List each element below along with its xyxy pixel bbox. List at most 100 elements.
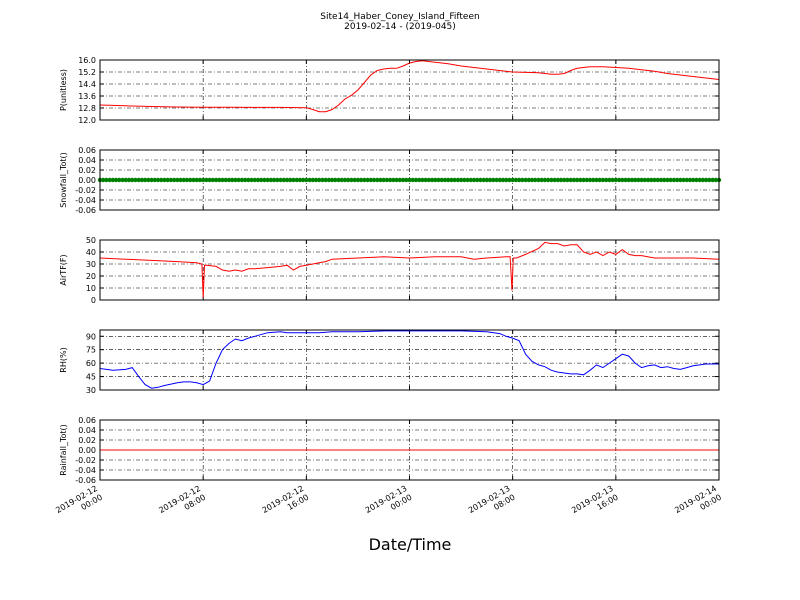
data-point (130, 177, 135, 183)
data-point (178, 177, 183, 183)
data-point (639, 177, 644, 183)
y-tick-label: 0.02 (78, 166, 96, 175)
y-tick-label: 15.2 (78, 68, 96, 77)
data-point (436, 177, 441, 183)
data-point (217, 177, 222, 183)
data-point (536, 177, 541, 183)
data-point (339, 177, 344, 183)
data-point (333, 177, 338, 183)
panel-3: 0 10 20 30 40 50 AirTF(F) (59, 236, 720, 305)
data-point (300, 177, 306, 183)
data-point (633, 177, 638, 183)
data-point (707, 177, 712, 183)
data-point (658, 177, 664, 183)
data-point (388, 177, 393, 183)
panel-frame (99, 329, 720, 391)
y-tick-label: 0.04 (78, 156, 96, 165)
data-point (555, 177, 560, 183)
data-point (687, 177, 693, 183)
data-point (375, 177, 380, 183)
data-point (201, 177, 206, 183)
data-point (516, 177, 522, 183)
data-point (613, 177, 618, 183)
data-point (600, 177, 606, 183)
data-point (504, 177, 509, 183)
data-point (652, 177, 657, 183)
data-point (565, 177, 570, 183)
data-point (529, 177, 535, 183)
panel-1: 12.0 12.8 13.6 14.4 15.2 16.0 P(unitless) (59, 56, 720, 125)
data-point (420, 177, 425, 183)
data-point (455, 177, 461, 183)
data-point (172, 177, 177, 183)
x-axis-label: Date/Time (369, 535, 452, 554)
y-tick-label: 40 (86, 248, 96, 257)
y-tick-label: 0.06 (78, 416, 96, 425)
data-point (604, 177, 609, 183)
data-point (342, 177, 348, 183)
data-point (684, 177, 689, 183)
data-point (255, 177, 261, 183)
data-point (394, 177, 399, 183)
data-point (574, 177, 580, 183)
data-point (249, 177, 254, 183)
panel-frame (99, 239, 720, 301)
data-point (142, 177, 148, 183)
data-point (678, 177, 683, 183)
data-point (313, 177, 319, 183)
data-point (568, 177, 573, 183)
data-point (204, 177, 209, 183)
y-tick-label: 0.00 (78, 176, 96, 185)
data-point (262, 177, 267, 183)
data-point (513, 177, 519, 183)
data-point (484, 177, 490, 183)
data-point (562, 177, 567, 183)
data-point (446, 177, 451, 183)
y-tick-label: 75 (86, 346, 96, 355)
data-point (139, 177, 145, 183)
data-point (697, 177, 702, 183)
data-point (494, 177, 499, 183)
y-tick-label: 12.8 (78, 104, 96, 113)
y-tick-label: 90 (86, 332, 96, 341)
data-point (242, 177, 248, 183)
y-tick-label: 13.6 (78, 92, 96, 101)
panel-2: -0.06-0.04-0.020.000.020.040.06 Snowfall_… (59, 146, 722, 215)
data-point (101, 177, 106, 183)
data-point (365, 177, 370, 183)
data-point (275, 177, 280, 183)
data-point (233, 177, 238, 183)
y-tick-label: 10 (86, 284, 96, 293)
y-tick-label: 0.06 (78, 146, 96, 155)
data-point (159, 177, 164, 183)
data-point (133, 177, 138, 183)
data-point (710, 177, 715, 183)
data-point (526, 177, 531, 183)
data-point (610, 177, 615, 183)
chart-panels: 12.0 12.8 13.6 14.4 15.2 16.0 P(unitless) -0.06… (59, 56, 722, 485)
data-point (294, 177, 299, 183)
data-point (194, 177, 199, 183)
data-point (291, 177, 296, 183)
y-tick-label: 0.00 (78, 446, 96, 455)
y-tick-label: 20 (86, 272, 96, 281)
data-point (491, 177, 496, 183)
y-tick-label: -0.02 (75, 186, 96, 195)
data-point (642, 177, 647, 183)
y-tick-label: 0.04 (78, 426, 96, 435)
y-axis-label: Snowfall_Tot() (59, 152, 68, 208)
data-point (662, 177, 667, 183)
data-point (452, 177, 457, 183)
data-point (700, 177, 706, 183)
chart-title: Site14_Haber_Coney_Island_Fifteen (320, 12, 479, 22)
chart-subtitle: 2019-02-14 - (2019-045) (344, 22, 456, 32)
x-axis-ticks: 2019-02-1200:00 2019-02-1208:00 2019-02-12… (54, 484, 723, 515)
data-point (533, 177, 538, 183)
data-point (268, 177, 274, 183)
data-point (117, 177, 122, 183)
data-point (220, 177, 225, 183)
data-point (107, 177, 112, 183)
data-point (584, 177, 589, 183)
data-point (352, 177, 357, 183)
y-tick-label: 16.0 (78, 56, 96, 65)
